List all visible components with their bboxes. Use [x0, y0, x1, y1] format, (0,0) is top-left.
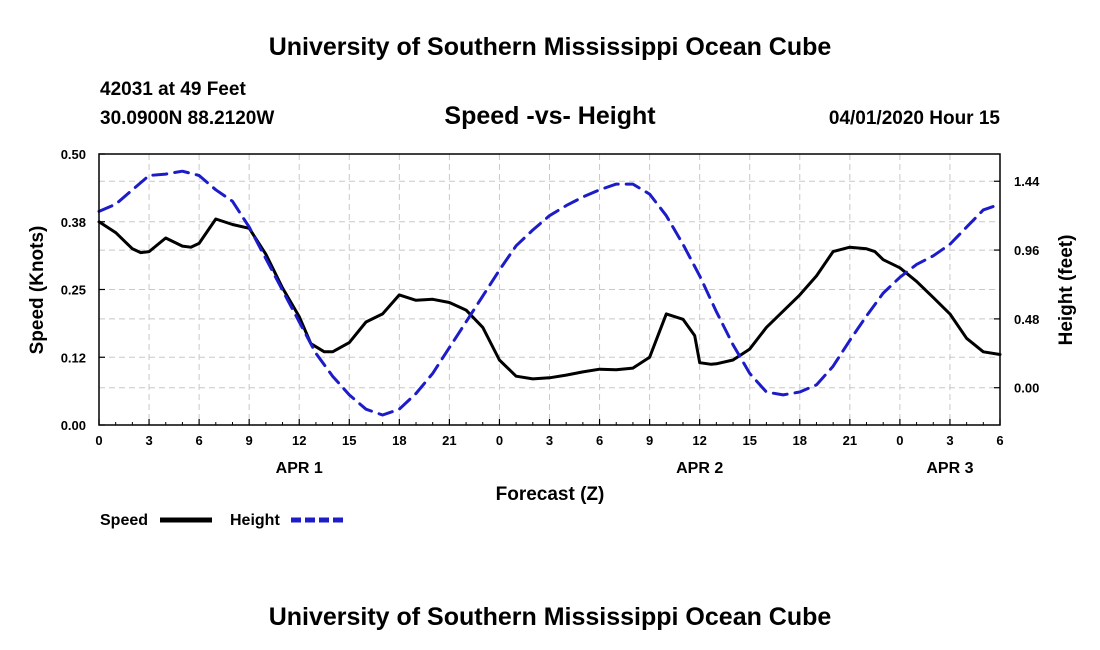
y-right-tick-label: 1.44 [1014, 174, 1040, 189]
top-title: University of Southern Mississippi Ocean… [269, 33, 832, 61]
x-tick-label: 3 [946, 433, 953, 448]
axis-ticks: 0 3 6 9 12 15 18 21 0 3 6 9 12 15 18 21 0 3 6 APR 1 APR 2 APR… [61, 147, 1040, 477]
y-right-tick-label: 0.00 [1014, 381, 1039, 396]
y-left-tick-label: 0.12 [61, 350, 86, 365]
x-tick-label: 15 [742, 433, 756, 448]
chart-title: Speed -vs- Height [444, 102, 656, 130]
legend-speed-label: Speed [100, 512, 148, 529]
x-tick-label: 18 [392, 433, 406, 448]
y-axis-left-label: Speed (Knots) [27, 226, 48, 355]
y-axis-right-label: Height (feet) [1056, 235, 1077, 346]
x-tick-label: 6 [996, 433, 1003, 448]
x-tick-label: 18 [793, 433, 807, 448]
x-tick-label: 6 [195, 433, 202, 448]
x-tick-label: 3 [546, 433, 553, 448]
y-left-tick-label: 0.50 [61, 147, 86, 162]
x-tick-label: 15 [342, 433, 356, 448]
x-tick-label: 21 [843, 433, 857, 448]
station-line: 42031 at 49 Feet [100, 79, 246, 100]
y-left-tick-label: 0.00 [61, 418, 86, 433]
y-right-tick-label: 0.96 [1014, 243, 1039, 258]
x-tick-label: 6 [596, 433, 603, 448]
x-tick-label: 0 [496, 433, 503, 448]
y-left-tick-label: 0.38 [61, 215, 86, 230]
legend: Speed Height [100, 512, 343, 529]
grid [99, 154, 1000, 425]
x-date-label: APR 3 [926, 460, 973, 477]
x-tick-label: 21 [442, 433, 456, 448]
bottom-title: University of Southern Mississippi Ocean… [269, 603, 832, 631]
position-line: 30.0900N 88.2120W [100, 108, 274, 129]
height-series-line [97, 169, 1002, 417]
y-left-tick-label: 0.25 [61, 283, 86, 298]
x-tick-label: 9 [246, 433, 253, 448]
x-date-label: APR 1 [276, 460, 323, 477]
x-tick-label: 0 [896, 433, 903, 448]
legend-height-label: Height [230, 512, 280, 529]
series-lines [97, 169, 1002, 417]
x-tick-label: 0 [95, 433, 102, 448]
speed-series-line [97, 217, 1002, 381]
timestamp: 04/01/2020 Hour 15 [829, 108, 1001, 129]
x-tick-label: 9 [646, 433, 653, 448]
x-tick-label: 12 [292, 433, 306, 448]
x-date-label: APR 2 [676, 460, 723, 477]
x-axis-label: Forecast (Z) [496, 484, 605, 505]
y-right-tick-label: 0.48 [1014, 312, 1039, 327]
x-tick-label: 3 [145, 433, 152, 448]
x-tick-label: 12 [692, 433, 706, 448]
